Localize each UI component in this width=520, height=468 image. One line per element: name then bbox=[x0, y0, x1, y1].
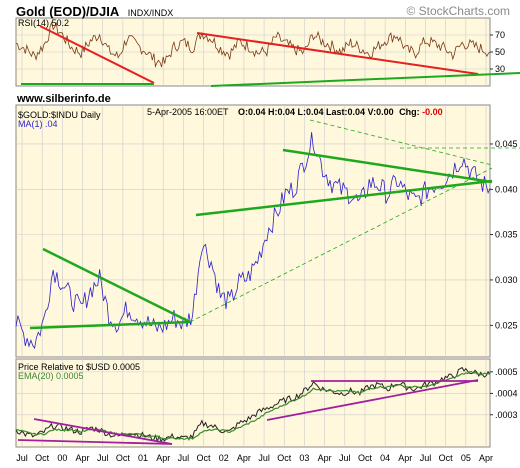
rsi-green-trendline bbox=[210, 72, 520, 87]
x-tick-label: Oct bbox=[358, 453, 373, 463]
x-tick-label: Oct bbox=[277, 453, 292, 463]
price-panel bbox=[15, 104, 491, 358]
relative-purple-trendline bbox=[266, 379, 479, 421]
site-label: www.silberinfo.de bbox=[17, 93, 111, 105]
chg-label: Chg: bbox=[399, 107, 420, 117]
price-green-trendline bbox=[282, 148, 493, 184]
x-tick-label: Jul bbox=[339, 453, 351, 463]
rsi-red-trendline bbox=[39, 25, 155, 84]
x-tick-label: Apr bbox=[237, 453, 251, 463]
y-tick-label: 30 bbox=[495, 64, 505, 74]
ohlc-line: O:0.04 H:0.04 L:0.04 Last:0.04 V:0.00 Ch… bbox=[238, 107, 443, 117]
x-tick-label: Oct bbox=[116, 453, 131, 463]
x-tick-label: Jul bbox=[420, 453, 432, 463]
x-tick-label: Apr bbox=[76, 453, 90, 463]
ohlc-values: O:0.04 H:0.04 L:0.04 Last:0.04 V:0.00 bbox=[238, 107, 394, 117]
x-tick-label: Oct bbox=[439, 453, 454, 463]
rsi-red-trendline bbox=[196, 32, 479, 75]
x-tick-label: Jul bbox=[178, 453, 190, 463]
x-tick-label: Apr bbox=[398, 453, 412, 463]
watermark-text: © StockCharts.com bbox=[406, 4, 510, 18]
y-tick-label: 70 bbox=[495, 30, 505, 40]
y-tick-label: 0.035 bbox=[495, 230, 518, 240]
relative-purple-trendline bbox=[33, 418, 173, 445]
y-tick-label: .0004 bbox=[495, 388, 518, 398]
y-tick-label: 0.040 bbox=[495, 184, 518, 194]
x-tick-label: Jul bbox=[258, 453, 270, 463]
x-tick-label: 00 bbox=[57, 453, 67, 463]
price-dashed-trendline bbox=[189, 167, 493, 323]
ema-label: EMA(20) 0.0005 bbox=[18, 371, 84, 381]
watermark: © StockCharts.com bbox=[406, 4, 510, 18]
date-line: 5-Apr-2005 16:00ET bbox=[147, 107, 229, 117]
x-tick-label: Jul bbox=[16, 453, 28, 463]
x-tick-label: 01 bbox=[138, 453, 148, 463]
rsi-line bbox=[16, 21, 491, 68]
y-tick-label: 0.030 bbox=[495, 275, 518, 285]
y-tick-label: 0.025 bbox=[495, 320, 518, 330]
x-tick-label: 05 bbox=[461, 453, 471, 463]
rsi-label: RSI(14) 50.2 bbox=[18, 18, 69, 28]
relative-purple-trendline bbox=[17, 439, 173, 445]
x-tick-label: 04 bbox=[380, 453, 390, 463]
chart-title: Gold (EOD)/DJIA bbox=[16, 4, 120, 19]
x-tick-label: Jul bbox=[97, 453, 109, 463]
chart-title-row: Gold (EOD)/DJIA INDX/INDX bbox=[16, 3, 173, 21]
y-tick-label: .0005 bbox=[495, 367, 518, 377]
price-green-trendline bbox=[42, 247, 191, 324]
price-dashed-trendline bbox=[309, 119, 493, 166]
y-tick-label: 50 bbox=[495, 47, 505, 57]
x-tick-label: Oct bbox=[197, 453, 212, 463]
exchange-label: INDX/INDX bbox=[127, 8, 174, 18]
price-line bbox=[15, 132, 491, 350]
x-tick-label: Apr bbox=[318, 453, 332, 463]
x-tick-label: Oct bbox=[35, 453, 50, 463]
x-tick-label: Apr bbox=[156, 453, 170, 463]
x-tick-label: Apr bbox=[479, 453, 493, 463]
x-tick-label: 03 bbox=[299, 453, 309, 463]
price-green-trendline bbox=[29, 320, 191, 330]
y-tick-label: 0.045 bbox=[495, 139, 518, 149]
price-series-label: $GOLD:$INDU Daily bbox=[18, 110, 101, 120]
ma-label: MA(1) .04 bbox=[18, 119, 58, 129]
y-tick-label: .0003 bbox=[495, 410, 518, 420]
relative-label: Price Relative to $USD 0.0005 bbox=[18, 362, 140, 372]
relative-panel bbox=[15, 358, 491, 448]
chg-value: -0.00 bbox=[422, 107, 443, 117]
x-tick-label: 02 bbox=[219, 453, 229, 463]
price-green-trendline bbox=[195, 179, 493, 217]
